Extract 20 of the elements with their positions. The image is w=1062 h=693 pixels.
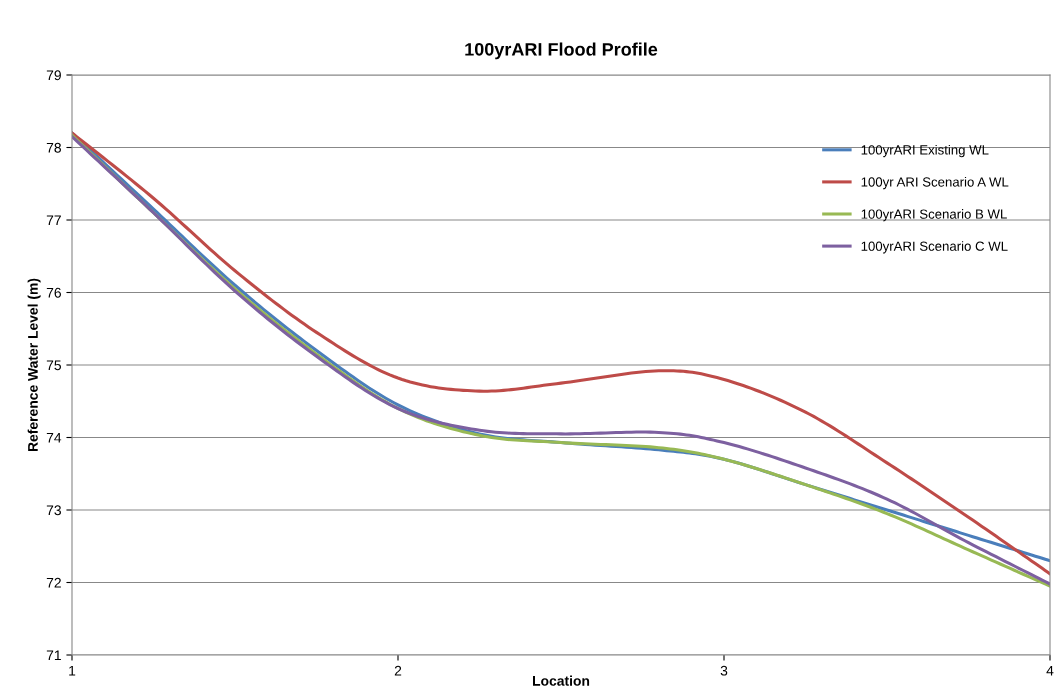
y-tick-label: 75 <box>46 360 61 371</box>
x-tick-label: 4 <box>1046 665 1054 676</box>
legend-label: 100yr ARI Scenario A WL <box>861 176 1009 190</box>
x-tick-label: 3 <box>720 665 728 676</box>
chart-title: 100yrARI Flood Profile <box>465 42 658 60</box>
y-tick-label: 78 <box>46 142 61 153</box>
x-axis-title: Location <box>533 675 590 686</box>
y-tick-label: 73 <box>46 505 61 516</box>
y-axis-title: Reference Water Level (m) <box>27 278 41 452</box>
y-tick-label: 71 <box>46 650 61 661</box>
legend-label: 100yrARI Scenario B WL <box>861 209 1007 222</box>
legend-label: 100yrARI Existing WL <box>861 144 989 158</box>
y-tick-label: 76 <box>46 287 61 298</box>
x-tick-label: 1 <box>69 665 76 676</box>
y-tick-label: 74 <box>46 432 62 443</box>
y-tick-label: 77 <box>46 215 61 226</box>
x-tick-label: 2 <box>394 665 402 676</box>
y-tick-label: 72 <box>46 577 61 588</box>
legend-label: 100yrARI Scenario C WL <box>861 241 1008 254</box>
y-tick-label: 79 <box>46 70 61 81</box>
